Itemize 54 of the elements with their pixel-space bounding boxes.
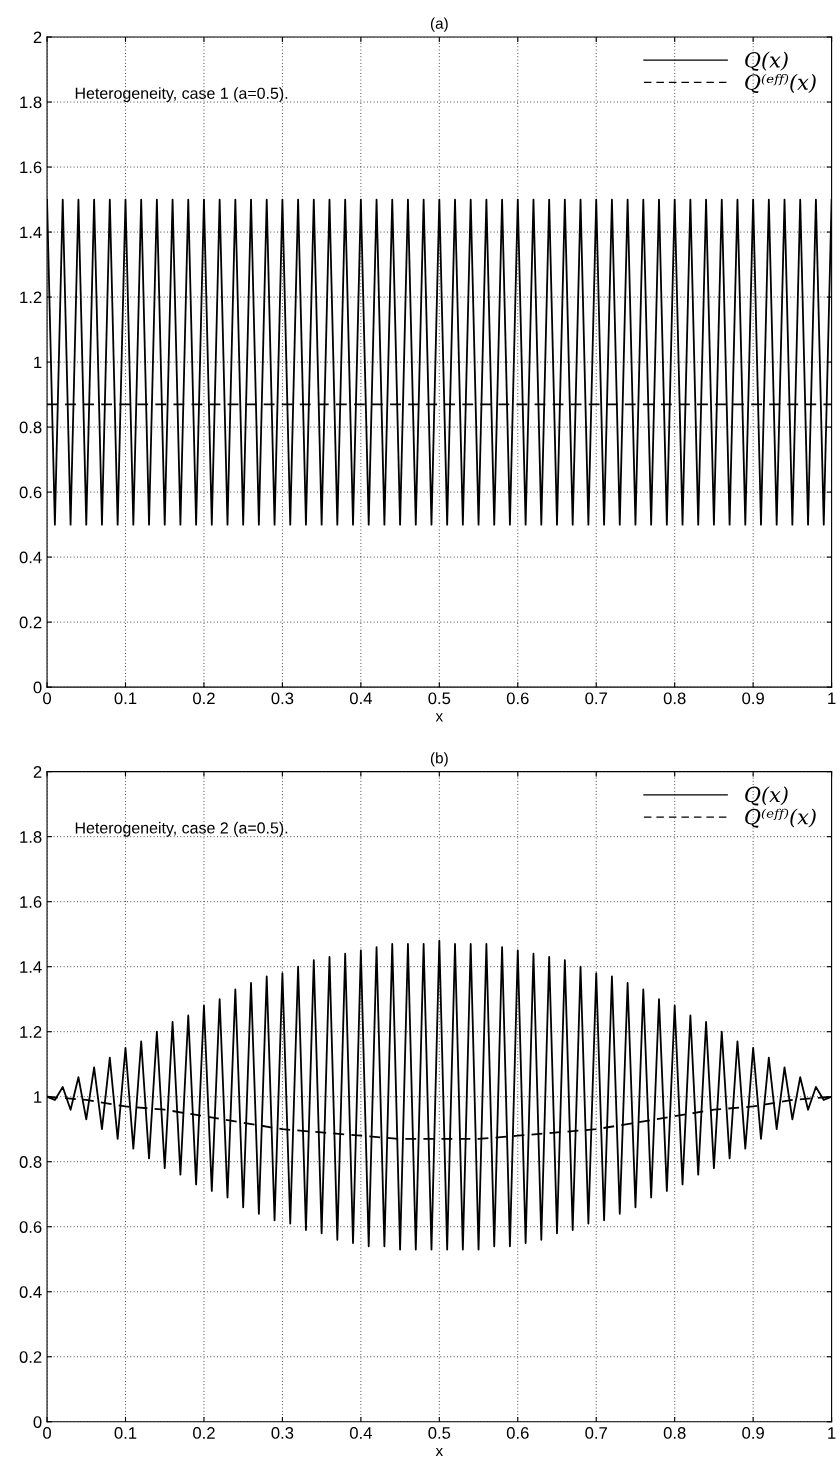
x-tick-label: 0.2	[193, 692, 215, 705]
x-tick-label: 0.8	[663, 692, 686, 705]
x-tick-label: 0.1	[114, 1427, 137, 1439]
x-tick-label: 1	[828, 1427, 836, 1439]
x-tick-label: 0.5	[428, 1427, 451, 1439]
y-tick-label: 1.2	[20, 1026, 42, 1038]
chart-title: (a)	[430, 17, 448, 32]
y-tick-label: 1	[34, 1091, 42, 1103]
y-tick-label: 1.4	[20, 226, 42, 239]
y-tick-label: 0.6	[19, 1221, 42, 1233]
y-tick-label: 1.6	[20, 161, 42, 174]
annotation: Heterogeneity, case 1 (a=0.5).	[75, 87, 288, 103]
x-tick-label: 0.4	[349, 1427, 372, 1439]
x-tick-label: 0.8	[663, 1427, 686, 1439]
y-tick-label: 1.8	[20, 831, 42, 843]
x-axis-title: x	[435, 1447, 443, 1457]
x-tick-label: 0.3	[271, 692, 294, 705]
y-tick-label: 1.2	[20, 291, 42, 304]
y-tick-label: 0.4	[19, 1286, 42, 1298]
y-tick-label: 0.2	[19, 1351, 42, 1363]
legend-label: Q⁽ᵉᶠᶠ⁾(x)	[745, 808, 816, 828]
x-tick-label: 0	[43, 692, 52, 705]
x-tick-label: 0.5	[428, 692, 451, 705]
y-tick-label: 1.8	[20, 96, 42, 109]
x-tick-label: 0.3	[271, 1427, 294, 1439]
x-tick-label: 0.6	[506, 1427, 529, 1439]
y-tick-label: 2	[33, 766, 42, 778]
y-tick-label: 0	[33, 681, 42, 694]
y-tick-label: 2	[33, 31, 42, 44]
y-tick-label: 0.4	[19, 551, 42, 564]
y-tick-label: 0	[33, 1416, 42, 1428]
chart-title: (b)	[430, 752, 448, 767]
y-tick-label: 1.6	[20, 896, 42, 908]
y-tick-label: 1.4	[20, 961, 42, 973]
x-tick-label: 0.9	[742, 1427, 764, 1439]
y-tick-label: 0.6	[19, 486, 42, 499]
legend-label: Q(x)	[745, 786, 788, 806]
y-tick-label: 0.8	[19, 1156, 42, 1168]
x-tick-label: 0.6	[506, 692, 529, 705]
x-tick-label: 0.2	[193, 1427, 215, 1439]
y-tick-label: 0.8	[19, 421, 42, 434]
x-tick-label: 1	[828, 692, 836, 705]
annotation: Heterogeneity, case 2 (a=0.5).	[75, 821, 288, 837]
legend-label: Q(x)	[745, 51, 788, 71]
x-axis-title: x	[435, 713, 443, 722]
y-tick-label: 0.2	[19, 616, 42, 629]
x-tick-label: 0.9	[742, 692, 764, 705]
x-tick-label: 0.4	[349, 692, 372, 705]
y-tick-label: 1	[34, 356, 42, 369]
x-tick-label: 0.7	[585, 1427, 607, 1439]
x-tick-label: 0	[43, 1427, 52, 1439]
x-tick-label: 0.7	[585, 692, 607, 705]
x-tick-label: 0.1	[114, 692, 137, 705]
legend-label: Q⁽ᵉᶠᶠ⁾(x)	[745, 73, 816, 94]
